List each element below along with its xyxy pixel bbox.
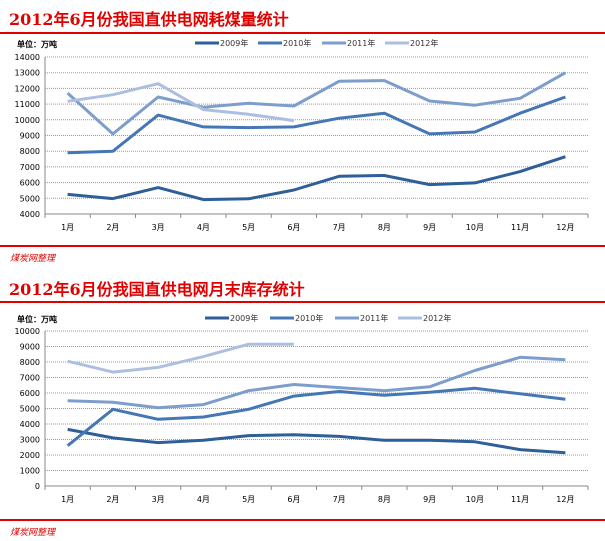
y-tick-label: 9000: [20, 132, 40, 141]
divider: [0, 245, 605, 247]
y-tick-label: 0: [35, 482, 40, 491]
chart-1-coal-consumption: 单位：万吨 2009年 2010年 2011年 2012年 4000 5000 6000 700…: [15, 38, 589, 232]
y-tick-label: 6000: [20, 179, 40, 188]
divider: [0, 301, 605, 303]
legend-label: 2012年: [423, 313, 451, 323]
series-line-2009年: [67, 155, 566, 202]
x-tick-label: 1月: [61, 495, 74, 504]
chart-1-title: 2012年6月份我国直供电网耗煤量统计: [9, 10, 289, 29]
chart-2-title: 2012年6月份我国直供电网月末库存统计: [9, 280, 305, 299]
x-tick-label: 7月: [333, 495, 346, 504]
series-line-2011年: [66, 71, 567, 136]
x-tick-label: 3月: [152, 223, 165, 232]
y-tick-label: 2000: [20, 451, 40, 460]
x-tick-label: 11月: [511, 495, 529, 504]
x-tick-label: 8月: [378, 223, 391, 232]
divider: [0, 32, 605, 34]
x-tick-label: 8月: [378, 495, 391, 504]
y-tick-label: 14000: [15, 53, 40, 62]
y-tick-label: 3000: [20, 436, 40, 445]
divider: [0, 519, 605, 521]
legend-label: 2009年: [220, 38, 248, 48]
x-tick-label: 12月: [556, 223, 574, 232]
y-tick-label: 4000: [20, 210, 40, 219]
x-tick-label: 5月: [242, 495, 255, 504]
y-tick-label: 5000: [20, 194, 40, 203]
chart-2-month-end-stock: 单位：万吨 2009年 2010年 2011年 2012年 0 1000 2000 3000 40…: [15, 313, 589, 504]
x-tick-label: 7月: [333, 223, 346, 232]
series-line-2010年: [67, 95, 566, 155]
x-tick-label: 12月: [556, 495, 574, 504]
x-tick-label: 6月: [287, 495, 300, 504]
y-tick-label: 5000: [20, 405, 40, 414]
chart-2-source: 煤炭网整理: [10, 528, 56, 538]
legend-label: 2012年: [410, 38, 438, 48]
legend-label: 2009年: [230, 313, 258, 323]
series-line-2011年: [67, 355, 566, 410]
x-tick-label: 6月: [287, 223, 300, 232]
x-tick-label: 2月: [106, 495, 119, 504]
x-tick-label: 10月: [466, 223, 484, 232]
y-tick-label: 1000: [20, 467, 40, 476]
series-line-2012年: [67, 342, 294, 374]
x-tick-label: 3月: [152, 495, 165, 504]
y-tick-label: 8000: [20, 358, 40, 367]
x-tick-label: 1月: [61, 223, 74, 232]
series-line-2009年: [67, 427, 566, 455]
unit-label: 单位：万吨: [17, 39, 57, 49]
y-tick-label: 11000: [15, 100, 40, 109]
legend-label: 2010年: [295, 313, 323, 323]
x-tick-label: 4月: [197, 223, 210, 232]
series-line-2012年: [67, 82, 295, 123]
x-tick-label: 9月: [423, 223, 436, 232]
y-tick-label: 6000: [20, 389, 40, 398]
x-tick-label: 2月: [106, 223, 119, 232]
legend-label: 2011年: [360, 313, 388, 323]
x-tick-label: 10月: [466, 495, 484, 504]
unit-label: 单位：万吨: [17, 314, 57, 324]
chart-1-source: 煤炭网整理: [10, 254, 56, 264]
y-tick-label: 12000: [15, 84, 40, 93]
series-line-2010年: [66, 386, 566, 447]
x-tick-label: 5月: [242, 223, 255, 232]
y-tick-label: 8000: [20, 147, 40, 156]
y-tick-label: 10000: [15, 327, 40, 336]
y-tick-label: 9000: [20, 343, 40, 352]
x-tick-label: 9月: [423, 495, 436, 504]
legend-label: 2011年: [347, 38, 375, 48]
y-tick-label: 7000: [20, 163, 40, 172]
x-tick-label: 4月: [197, 495, 210, 504]
legend-label: 2010年: [283, 38, 311, 48]
y-tick-label: 7000: [20, 374, 40, 383]
x-tick-label: 11月: [511, 223, 529, 232]
y-tick-label: 10000: [15, 116, 40, 125]
y-tick-label: 4000: [20, 420, 40, 429]
y-tick-label: 13000: [15, 69, 40, 78]
